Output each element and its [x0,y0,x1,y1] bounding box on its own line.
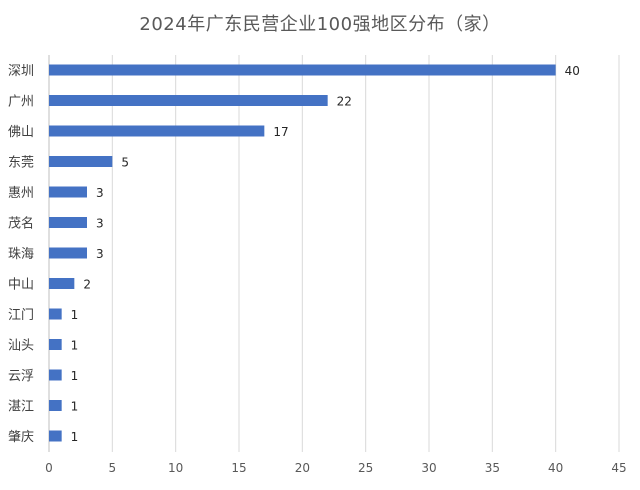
category-label: 江门 [8,308,34,323]
bar-珠海 [49,247,87,259]
bar-汕头 [49,339,62,350]
data-label: 1 [71,369,79,383]
x-tick-label: 10 [168,461,183,475]
data-label: 40 [565,64,580,78]
data-label: 1 [71,400,79,414]
data-label: 3 [96,217,104,231]
category-label: 湛江 [8,400,34,415]
data-label: 22 [337,95,352,109]
data-label: 1 [71,339,79,353]
bar-深圳 [49,64,556,76]
x-tick-label: 5 [109,461,117,475]
data-label: 1 [71,430,79,444]
category-label: 汕头 [8,339,34,354]
category-label: 中山 [8,278,34,293]
category-label: 东莞 [8,156,34,171]
bar-惠州 [49,186,87,198]
bar-佛山 [49,125,265,137]
category-label: 珠海 [8,247,34,262]
bar-湛江 [49,400,62,411]
category-label: 云浮 [8,369,34,384]
bar-云浮 [49,369,62,381]
x-tick-label: 0 [45,461,53,475]
category-label: 佛山 [8,125,34,140]
data-label: 3 [96,186,104,200]
bars [49,64,556,442]
bar-茂名 [49,217,87,228]
category-label: 深圳 [8,64,34,79]
data-label: 17 [273,125,288,139]
bar-东莞 [49,156,113,167]
chart-title: 2024年广东民营企业100强地区分布（家） [139,14,501,35]
data-label: 5 [121,156,129,170]
category-label: 惠州 [8,186,34,201]
gridlines [48,55,620,452]
bar-中山 [49,278,75,289]
category-label: 茂名 [8,216,34,232]
x-tick-label: 20 [295,461,310,475]
data-label: 3 [96,247,104,261]
bar-肇庆 [49,430,62,442]
x-tick-label: 25 [358,461,373,475]
data-label: 2 [83,278,91,292]
data-label: 1 [71,308,79,322]
x-tick-label: 15 [231,461,246,475]
bar-江门 [49,308,62,320]
bar-广州 [49,95,328,106]
x-tick-label: 40 [548,461,563,475]
x-tick-label: 30 [421,461,436,475]
x-tick-label: 45 [611,461,626,475]
labels: 0 5 10 15 20 25 30 35 40 45 深圳 40 广州 22 佛山 17 东莞 5 惠州 3 茂名 3 珠… [8,64,627,475]
category-label: 肇庆 [8,430,34,445]
x-tick-label: 35 [485,461,500,475]
category-label: 广州 [8,95,34,110]
